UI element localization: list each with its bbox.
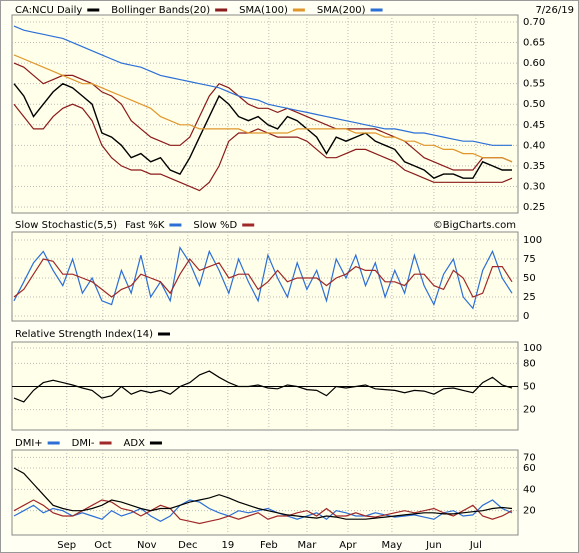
y-tick-label: 0.55: [523, 79, 545, 90]
series-line: [13, 246, 513, 310]
x-tick-label: Dec: [178, 540, 197, 551]
x-tick-label: Apr: [339, 540, 357, 551]
legend-label: Slow %D: [193, 220, 237, 231]
y-tick-label: 20: [523, 405, 536, 416]
y-tick-label: 0.70: [523, 17, 545, 28]
x-tick-label: 19: [221, 540, 234, 551]
y-tick-label: 100: [523, 343, 542, 354]
x-tick-label: Feb: [260, 540, 278, 551]
credit: ©BigCharts.com: [433, 220, 516, 231]
y-tick-label: 0.45: [523, 120, 545, 131]
y-tick-label: 0.25: [523, 202, 545, 213]
series-line: [13, 62, 513, 171]
x-tick-label: Mar: [298, 540, 318, 551]
series-line: [13, 370, 513, 403]
y-tick-label: 0.35: [523, 161, 545, 172]
legend-label: Fast %K: [125, 220, 165, 231]
legend-label: Relative Strength Index(14): [15, 329, 153, 340]
series-line: [13, 25, 512, 146]
series-line: [13, 257, 513, 298]
y-tick-label: 40: [523, 484, 536, 495]
y-tick-label: 0.30: [523, 181, 545, 192]
y-tick-label: 70: [523, 452, 536, 463]
date: 7/26/19: [535, 5, 574, 16]
y-tick-label: 60: [523, 463, 536, 474]
legend-label: DMI-: [72, 438, 95, 449]
series-line: [13, 54, 513, 163]
y-tick-label: 0.60: [523, 58, 545, 69]
y-tick-label: 50: [523, 382, 536, 393]
x-tick-label: Jun: [425, 540, 442, 551]
y-tick-label: 0: [523, 311, 529, 322]
x-tick-label: May: [382, 540, 403, 551]
y-tick-label: 0.50: [523, 99, 545, 110]
y-tick-label: 75: [523, 254, 536, 265]
y-tick-label: 50: [523, 273, 536, 284]
y-tick-label: 0.40: [523, 140, 545, 151]
series-line: [13, 103, 513, 192]
x-tick-label: Jul: [469, 540, 482, 551]
panel-title: Slow Stochastic(5,5): [15, 220, 117, 231]
legend-label: SMA(100): [239, 5, 288, 16]
y-tick-label: 20: [523, 506, 536, 517]
panel: [11, 14, 519, 214]
legend-label: ADX: [124, 438, 146, 449]
x-tick-label: Oct: [94, 540, 111, 551]
y-tick-label: 0.65: [523, 38, 545, 49]
y-tick-label: 100: [523, 235, 542, 246]
series-line: [13, 82, 512, 180]
panel: [11, 231, 519, 322]
series-line: [13, 467, 513, 520]
legend-label: DMI+: [15, 438, 43, 449]
legend-label: SMA(200): [317, 5, 366, 16]
x-tick-label: Nov: [137, 540, 157, 551]
legend-label: Bollinger Bands(20): [111, 5, 210, 16]
panel: [11, 449, 519, 536]
y-tick-label: 80: [523, 358, 536, 369]
x-tick-label: Sep: [57, 540, 76, 551]
legend-label: CA:NCU Daily: [15, 5, 82, 16]
series-line: [13, 499, 513, 525]
y-tick-label: 25: [523, 292, 536, 303]
